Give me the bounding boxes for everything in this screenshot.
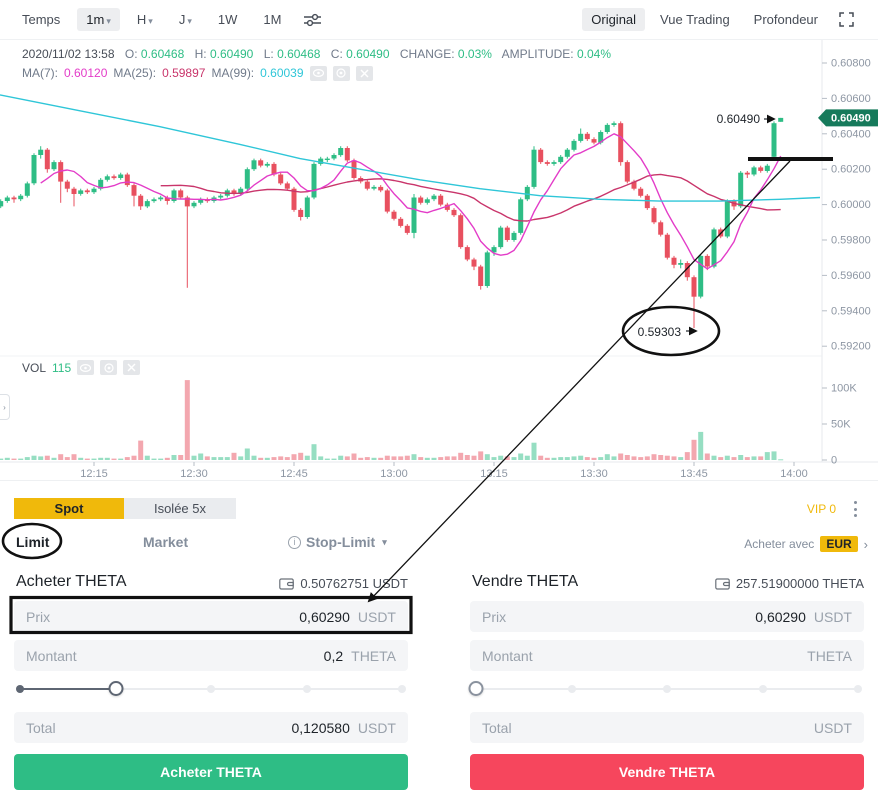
sell-price-field[interactable]: Prix 0,60290 USDT xyxy=(470,601,864,632)
view-original-tab[interactable]: Original xyxy=(582,8,646,31)
interval-1m-month-button[interactable]: 1M xyxy=(263,12,282,27)
chevron-right-icon: › xyxy=(863,536,868,552)
svg-text:0.59400: 0.59400 xyxy=(831,305,871,317)
svg-text:13:00: 13:00 xyxy=(380,468,408,480)
target-icon[interactable] xyxy=(332,65,350,81)
interval-hour-button[interactable]: H ▾ xyxy=(136,12,153,27)
sidebar-collapse-handle[interactable]: › xyxy=(0,394,10,420)
slider-step-dot[interactable] xyxy=(854,685,862,693)
tab-market[interactable]: Market xyxy=(143,534,189,550)
caret-down-icon: ▾ xyxy=(148,16,153,26)
sell-total-field[interactable]: Total USDT xyxy=(470,712,864,743)
tab-spot[interactable]: Spot xyxy=(14,498,124,519)
slider-step-dot[interactable] xyxy=(16,685,24,693)
buy-price-field[interactable]: Prix 0,60290 USDT xyxy=(14,601,408,632)
svg-text:12:15: 12:15 xyxy=(80,468,108,480)
chart-toolbar: Temps 1m ▾ H ▾ J ▾ 1W 1M Original Vue Tradi… xyxy=(0,0,878,40)
svg-text:14:00: 14:00 xyxy=(780,468,808,480)
eye-icon[interactable] xyxy=(77,360,95,375)
ma-legend: MA(7): 0.60120 MA(25): 0.59897 MA(99): 0.60… xyxy=(22,64,373,82)
order-panel: Spot Isolée 5x VIP 0 Limit Market i Stop… xyxy=(0,480,878,807)
svg-text:13:15: 13:15 xyxy=(480,468,508,480)
vol-value: 115 xyxy=(52,360,72,375)
buy-balance: 0.50762751 USDT xyxy=(279,576,408,591)
buy-form: Acheter THETA 0.50762751 USDT Prix 0,602… xyxy=(14,481,408,807)
buy-amount-field[interactable]: Montant 0,2 THETA xyxy=(14,640,408,671)
svg-text:0: 0 xyxy=(831,455,837,467)
svg-text:0.59800: 0.59800 xyxy=(831,235,871,247)
svg-text:100K: 100K xyxy=(831,383,857,395)
slider-step-dot[interactable] xyxy=(207,685,215,693)
interval-1m-button[interactable]: 1m ▾ xyxy=(77,8,120,31)
target-icon[interactable] xyxy=(100,360,118,375)
slider-handle[interactable] xyxy=(468,681,484,696)
wallet-icon xyxy=(279,577,295,590)
svg-text:0.59200: 0.59200 xyxy=(831,341,871,353)
wallet-icon xyxy=(715,577,730,590)
eye-icon[interactable] xyxy=(309,65,327,81)
buy-total-field[interactable]: Total 0,120580 USDT xyxy=(14,712,408,743)
sell-form: Vendre THETA 257.51900000 THETA Prix 0,6… xyxy=(468,481,864,807)
vip-level-badge: VIP 0 xyxy=(806,502,836,516)
sell-title: Vendre THETA xyxy=(472,573,579,590)
ohlc-legend: 2020/11/02 13:58 O: 0.60468 H: 0.60490 L… xyxy=(22,47,611,61)
sell-balance: 257.51900000 THETA xyxy=(715,576,864,591)
svg-text:0.60000: 0.60000 xyxy=(831,199,871,211)
interval-label: Temps xyxy=(22,12,61,27)
slider-step-dot[interactable] xyxy=(663,685,671,693)
svg-text:50K: 50K xyxy=(831,419,851,431)
buy-button[interactable]: Acheter THETA xyxy=(14,754,408,790)
svg-text:0.60200: 0.60200 xyxy=(831,164,871,176)
svg-text:0.60800: 0.60800 xyxy=(831,58,871,70)
info-icon: i xyxy=(288,535,301,549)
buy-percent-slider[interactable] xyxy=(16,681,406,697)
svg-text:13:45: 13:45 xyxy=(680,468,708,480)
slider-step-dot[interactable] xyxy=(758,685,767,693)
eur-badge: EUR xyxy=(820,536,858,552)
vol-label: VOL xyxy=(22,360,47,375)
tab-isolated-margin[interactable]: Isolée 5x xyxy=(124,498,236,519)
svg-text:13:30: 13:30 xyxy=(580,468,608,480)
buy-title: Acheter THETA xyxy=(16,573,127,590)
indicator-settings-icon[interactable] xyxy=(298,9,327,31)
slider-step-dot[interactable] xyxy=(567,685,576,693)
slider-handle[interactable] xyxy=(108,681,123,696)
svg-text:0.60600: 0.60600 xyxy=(831,93,871,105)
volume-legend: VOL 115 xyxy=(22,360,141,375)
slider-step-dot[interactable] xyxy=(302,685,311,693)
svg-text:0.60400: 0.60400 xyxy=(831,128,871,140)
svg-text:0.60490: 0.60490 xyxy=(831,113,871,125)
interval-day-button[interactable]: J ▾ xyxy=(178,12,192,27)
caret-down-icon: ▾ xyxy=(187,16,192,26)
sell-button[interactable]: Vendre THETA xyxy=(470,754,864,790)
svg-text:12:30: 12:30 xyxy=(180,468,208,480)
caret-down-icon: ▾ xyxy=(106,16,111,26)
close-icon[interactable] xyxy=(355,65,373,81)
sell-percent-slider[interactable] xyxy=(468,681,862,697)
sell-amount-field[interactable]: Montant THETA xyxy=(470,640,864,671)
view-trading-tab[interactable]: Vue Trading xyxy=(660,12,730,27)
fullscreen-icon[interactable] xyxy=(833,8,860,31)
close-icon[interactable] xyxy=(123,360,141,375)
interval-1w-button[interactable]: 1W xyxy=(217,12,238,27)
view-depth-tab[interactable]: Profondeur xyxy=(753,12,818,27)
legend-datetime: 2020/11/02 13:58 xyxy=(22,47,115,61)
slider-step-dot[interactable] xyxy=(398,685,406,693)
svg-text:12:45: 12:45 xyxy=(280,468,308,480)
more-menu-icon[interactable] xyxy=(848,501,862,517)
svg-text:0.59600: 0.59600 xyxy=(831,270,871,282)
